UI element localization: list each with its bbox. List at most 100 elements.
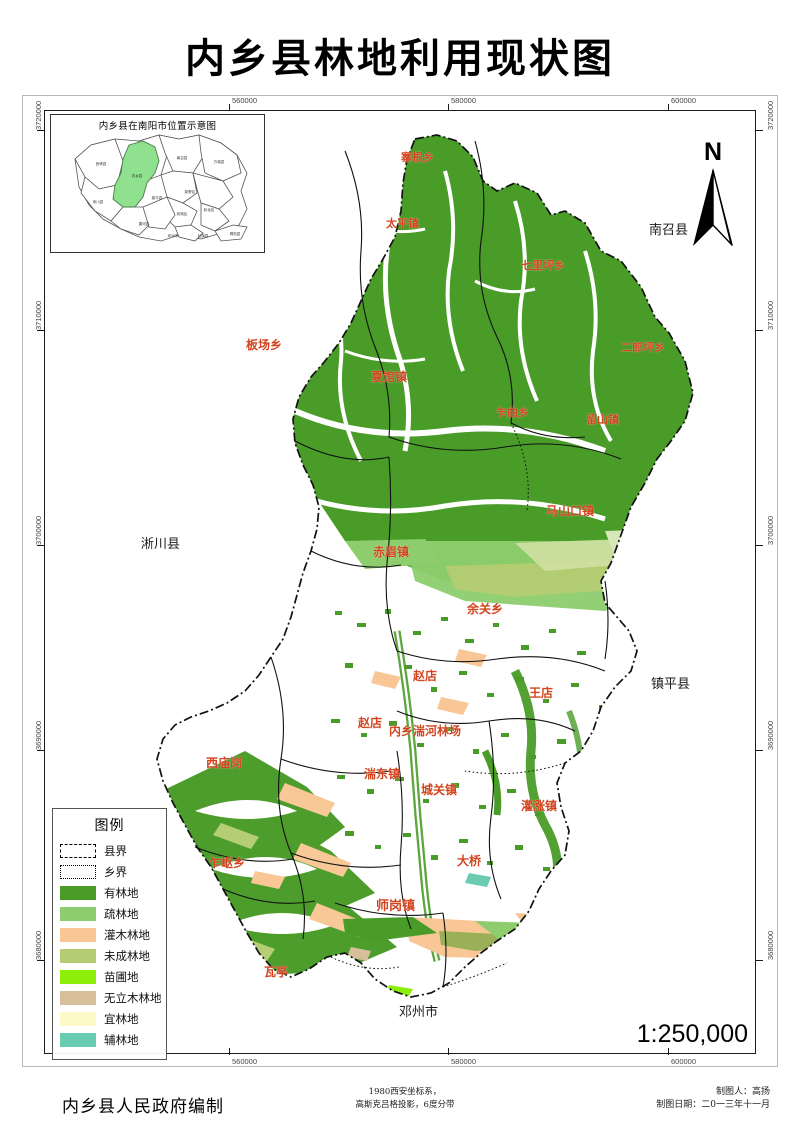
tick-label-top-2: 600000 [671,96,697,105]
tick-mark-right-0 [756,130,763,131]
tick-mark-right-3 [756,750,763,751]
svg-text:唐河县: 唐河县 [139,221,150,226]
tick-label-left-2: 3700000 [34,515,43,545]
tick-mark-right-4 [756,960,763,961]
legend-item-auxiliary-forest[interactable]: 辅林地 [53,1029,166,1050]
town-label-qilipingxiang: 七里坪乡 [521,259,565,272]
county-boundary [156,134,694,998]
tick-label-left-1: 3710000 [34,300,43,330]
legend-item-township-boundary[interactable]: 乡界 [53,861,166,882]
footer-date: 制图日期：二0一三年十一月 [656,1100,770,1110]
legend-swatch-auxiliary-forest [60,1032,96,1047]
tick-mark-left-4 [37,960,44,961]
town-label-zhaquxiang-sw: 乍岖乡 [209,856,246,870]
tick-label-right-2: 3700000 [766,515,775,545]
tick-mark-top-1 [448,104,449,111]
north-arrow: N [690,138,736,250]
legend-item-sparse-forest[interactable]: 疏林地 [53,903,166,924]
footer-credit: 制图人：高扬 制图日期：二0一三年十一月 [656,1086,770,1112]
town-label-banchangxiang: 板场乡 [246,338,283,352]
tick-mark-left-3 [37,750,44,751]
footer-author: 制图人：高扬 [715,1087,770,1097]
legend-label-nursery: 苗圃地 [104,969,139,984]
footer-publisher: 内乡县人民政府编制 [62,1097,224,1117]
svg-text:桐柏县: 桐柏县 [230,231,241,236]
legend-item-county-boundary[interactable]: 县界 [53,840,166,861]
svg-text:内乡县: 内乡县 [132,173,143,178]
svg-text:卧龙区: 卧龙区 [204,207,215,212]
inset-highlight-neixiang [112,140,160,208]
legend-label-forest-land: 有林地 [104,885,139,900]
legend-item-shrub-forest[interactable]: 灌木林地 [53,924,166,945]
legend-title: 图例 [94,818,125,834]
town-label-liushanzhen: 留山镇 [586,413,619,426]
legend-swatch-sparse-forest [60,906,96,921]
town-label-erlangping: 二郎坪乡 [621,341,665,354]
legend-item-immature-forest[interactable]: 未成林地 [53,945,166,966]
legend-item-suitable-forest[interactable]: 宜林地 [53,1008,166,1029]
svg-text:社旗县: 社旗县 [198,233,209,238]
tick-mark-left-1 [37,330,44,331]
town-label-ximiaogang: 西庙岗 [206,756,243,770]
legend-label-auxiliary-forest: 辅林地 [104,1032,139,1047]
inset-location-map[interactable]: 内乡县在南阳市位置示意图 西峡县 内乡县 南召县 方城县 [50,114,265,253]
legend-item-nursery[interactable]: 苗圃地 [53,966,166,987]
footer-projection-line2: 高斯克吕格投影，6度分带 [355,1100,455,1110]
legend-label-county-boundary: 县界 [104,843,127,858]
forest-land-map-svg [45,111,755,1053]
tick-mark-bottom-2 [668,1048,669,1055]
tick-label-bottom-0: 560000 [232,1057,258,1066]
footer: 内乡县人民政府编制 1980西安坐标系， 高斯克吕格投影，6度分带 制图人：高扬… [0,1080,800,1130]
town-label-shigangzhen: 师岗镇 [376,899,416,914]
town-label-yuguanxiang: 余关乡 [467,602,504,616]
tick-label-left-4: 3680000 [34,930,43,960]
legend-swatch-no-stand-forest [60,990,96,1005]
page-title: 内乡县林地利用现状图 [185,35,615,82]
legend-swatch-immature-forest [60,948,96,963]
town-label-wangdian: 王店 [529,686,554,700]
legend-label-sparse-forest: 疏林地 [104,906,139,921]
tick-label-bottom-2: 600000 [671,1057,697,1066]
footer-projection-info: 1980西安坐标系， 高斯克吕格投影，6度分带 [310,1086,500,1112]
town-label-zhaquxiang: 乍曲乡 [496,406,529,419]
svg-text:新野区: 新野区 [185,189,196,194]
svg-text:淅川县: 淅川县 [93,199,104,204]
inset-map-title: 内乡县在南阳市位置示意图 [98,121,217,132]
svg-text:镇平县: 镇平县 [152,195,163,200]
town-label-tuanhe-forest-farm: 内乡湍河林场 [389,724,462,738]
inset-map-svg: 西峡县 内乡县 南召县 方城县 淅川县 镇平县 新野区 卧龙区 宛城区 唐河县 … [74,134,248,242]
town-label-taiping: 太平镇 [386,217,419,230]
tick-label-right-0: 3720000 [766,100,775,130]
tick-mark-top-0 [229,104,230,111]
north-arrow-letter: N [703,138,723,166]
neighbour-label-dengzhou: 邓州市 [399,1005,439,1020]
tick-label-left-3: 3690000 [34,720,43,750]
town-label-zhaigen: 寨根乡 [401,151,434,164]
legend-item-forest-land[interactable]: 有林地 [53,882,166,903]
neighbour-label-zhenping: 镇平县 [651,677,691,692]
town-label-xiaguanzhen: 夏馆镇 [371,370,408,384]
tick-mark-right-2 [756,545,763,546]
town-label-daqiao: 大桥 [457,854,482,868]
legend-label-immature-forest: 未成林地 [104,948,150,963]
legend-panel[interactable]: 图例 县界 乡界 有林地 疏林地 灌木林地 未成林地 苗圃地 无立木林地 宜林地… [52,808,167,1060]
legend-swatch-county-boundary [60,843,96,858]
town-label-zhaodian-north: 赵店 [413,669,438,683]
legend-label-no-stand-forest: 无立木林地 [104,990,162,1005]
legend-swatch-nursery [60,969,96,984]
tick-mark-right-1 [756,330,763,331]
town-label-guanzhangzhen: 灌涨镇 [521,799,558,813]
tick-mark-top-2 [668,104,669,111]
town-label-chengguanzhen: 城关镇 [421,783,458,797]
legend-item-no-stand-forest[interactable]: 无立木林地 [53,987,166,1008]
legend-swatch-suitable-forest [60,1011,96,1026]
svg-text:西峡县: 西峡县 [96,161,107,166]
town-label-tuandongzhen: 湍东镇 [364,767,401,781]
tick-label-right-3: 3690000 [766,720,775,750]
tick-mark-left-0 [37,130,44,131]
tick-mark-bottom-0 [229,1048,230,1055]
north-arrow-icon [693,168,733,247]
town-label-wating: 瓦亭 [264,965,289,979]
tick-mark-bottom-1 [448,1048,449,1055]
tick-label-left-0: 3720000 [34,100,43,130]
